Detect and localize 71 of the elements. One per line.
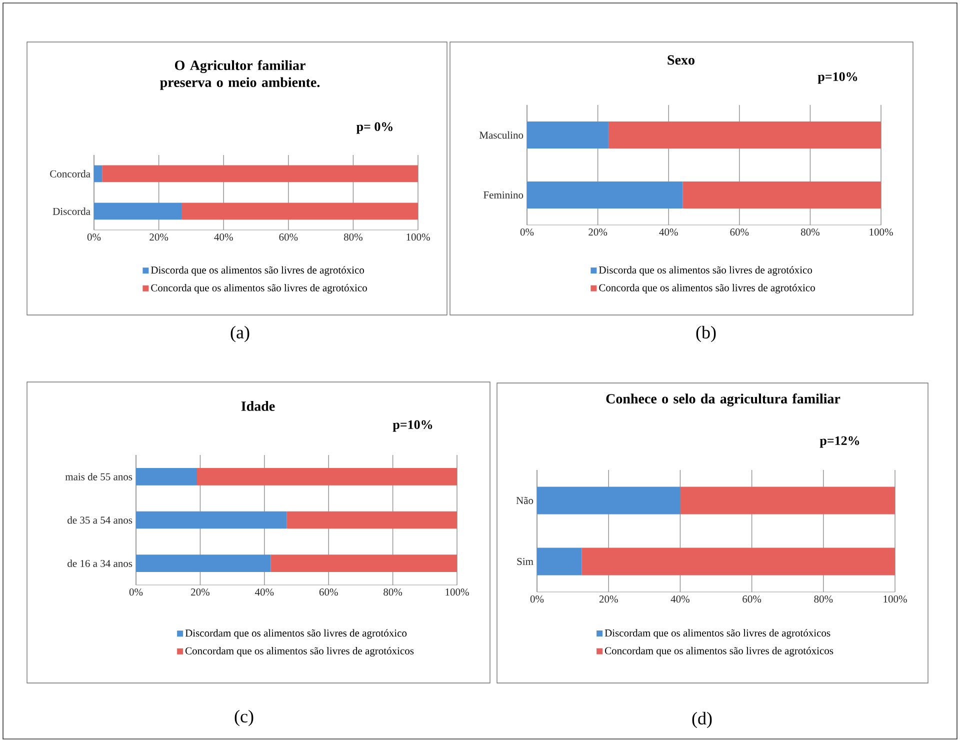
bar (102, 165, 418, 182)
y-tick-label: de 16 a 34 anos (68, 560, 132, 568)
y-tick-label: mais de 55 anos (65, 472, 132, 480)
text: (d) (692, 712, 712, 728)
x-tick-label: 60% (319, 588, 338, 596)
bar (136, 554, 271, 572)
x-tick-label: 40% (670, 596, 690, 603)
x-tick-label: 0% (87, 234, 101, 241)
x-tick-label: 60% (742, 596, 762, 603)
x-tick-label: 0% (530, 596, 544, 603)
x-tick-label: 100% (884, 596, 907, 603)
chart-title: Sexo (668, 55, 694, 65)
bar (136, 468, 197, 486)
text: p=10% (392, 420, 432, 432)
legend-label: Concordam que os alimentos são livres de agrotóxicos (604, 646, 834, 656)
y-tick-label: de 35 a 54 anos (68, 516, 132, 524)
x-tick-label: 20% (191, 588, 210, 596)
x-tick-label: 40% (659, 228, 678, 236)
x-tick-label: 40% (214, 234, 233, 241)
x-tick-label: 100% (870, 228, 893, 236)
bar (286, 511, 458, 529)
y-tick-label: Feminino (484, 191, 524, 199)
text: p=12% (820, 436, 860, 448)
legend-label: Concordam que os alimentos são livres de agrotóxicos (185, 646, 414, 657)
bar (270, 554, 458, 572)
x-tick-label: 80% (814, 596, 833, 603)
bar (527, 181, 683, 208)
bar (680, 486, 896, 514)
x-tick-label: 60% (279, 234, 298, 241)
chart-title: Idade (241, 401, 275, 411)
x-tick-label: 40% (254, 588, 274, 596)
bar (682, 181, 882, 208)
y-tick-label: Não (516, 496, 534, 504)
legend-label: Discorda que os alimentos são livres de agrotóxico (150, 266, 364, 276)
legend-label: Discordam que os alimentos são livres de agrotóxico (185, 629, 407, 639)
bar (181, 202, 418, 220)
chart-title: Conhece o selo da agricultura familiar (606, 394, 840, 406)
bar (527, 121, 608, 148)
x-tick-label: 100% (446, 588, 469, 596)
bar (94, 202, 182, 220)
bar (608, 121, 882, 148)
x-tick-label: 0% (520, 228, 534, 236)
x-tick-label: 20% (150, 234, 168, 241)
bar (94, 165, 102, 182)
bar (136, 511, 287, 529)
x-tick-label: 0% (129, 588, 143, 596)
text: p= 0% (356, 122, 392, 134)
x-tick-label: 20% (588, 228, 608, 236)
text: (b) (696, 326, 716, 342)
bar (537, 486, 680, 514)
legend-label: Concorda que os alimentos são livres de agrotóxico (151, 284, 367, 294)
legend-label: Concorda que os alimentos são livres de agrotóxico (599, 284, 815, 294)
x-tick-label: 100% (406, 234, 430, 241)
x-tick-label: 80% (384, 588, 402, 596)
bar (537, 548, 582, 576)
x-tick-label: 80% (800, 228, 820, 236)
x-tick-label: 60% (730, 228, 749, 236)
legend-label: Discordam que os alimentos são livres de agrotóxicos (604, 629, 830, 639)
y-tick-label: Discorda (52, 208, 90, 215)
bar (197, 468, 458, 486)
bar (582, 548, 896, 576)
text: p=10% (818, 72, 858, 84)
y-tick-label: Concorda (50, 170, 90, 178)
y-tick-label: Masculino (479, 131, 524, 139)
legend-label: Discorda que os alimentos são livres de agrotóxico (598, 266, 812, 276)
x-tick-label: 20% (599, 596, 618, 603)
x-tick-label: 80% (344, 234, 362, 241)
text: (c) (234, 710, 254, 726)
chart-title: O Agricultor familiar preserva o meio ambiente. (160, 60, 320, 90)
text: (a) (230, 326, 250, 342)
y-tick-label: Sim (517, 558, 534, 566)
